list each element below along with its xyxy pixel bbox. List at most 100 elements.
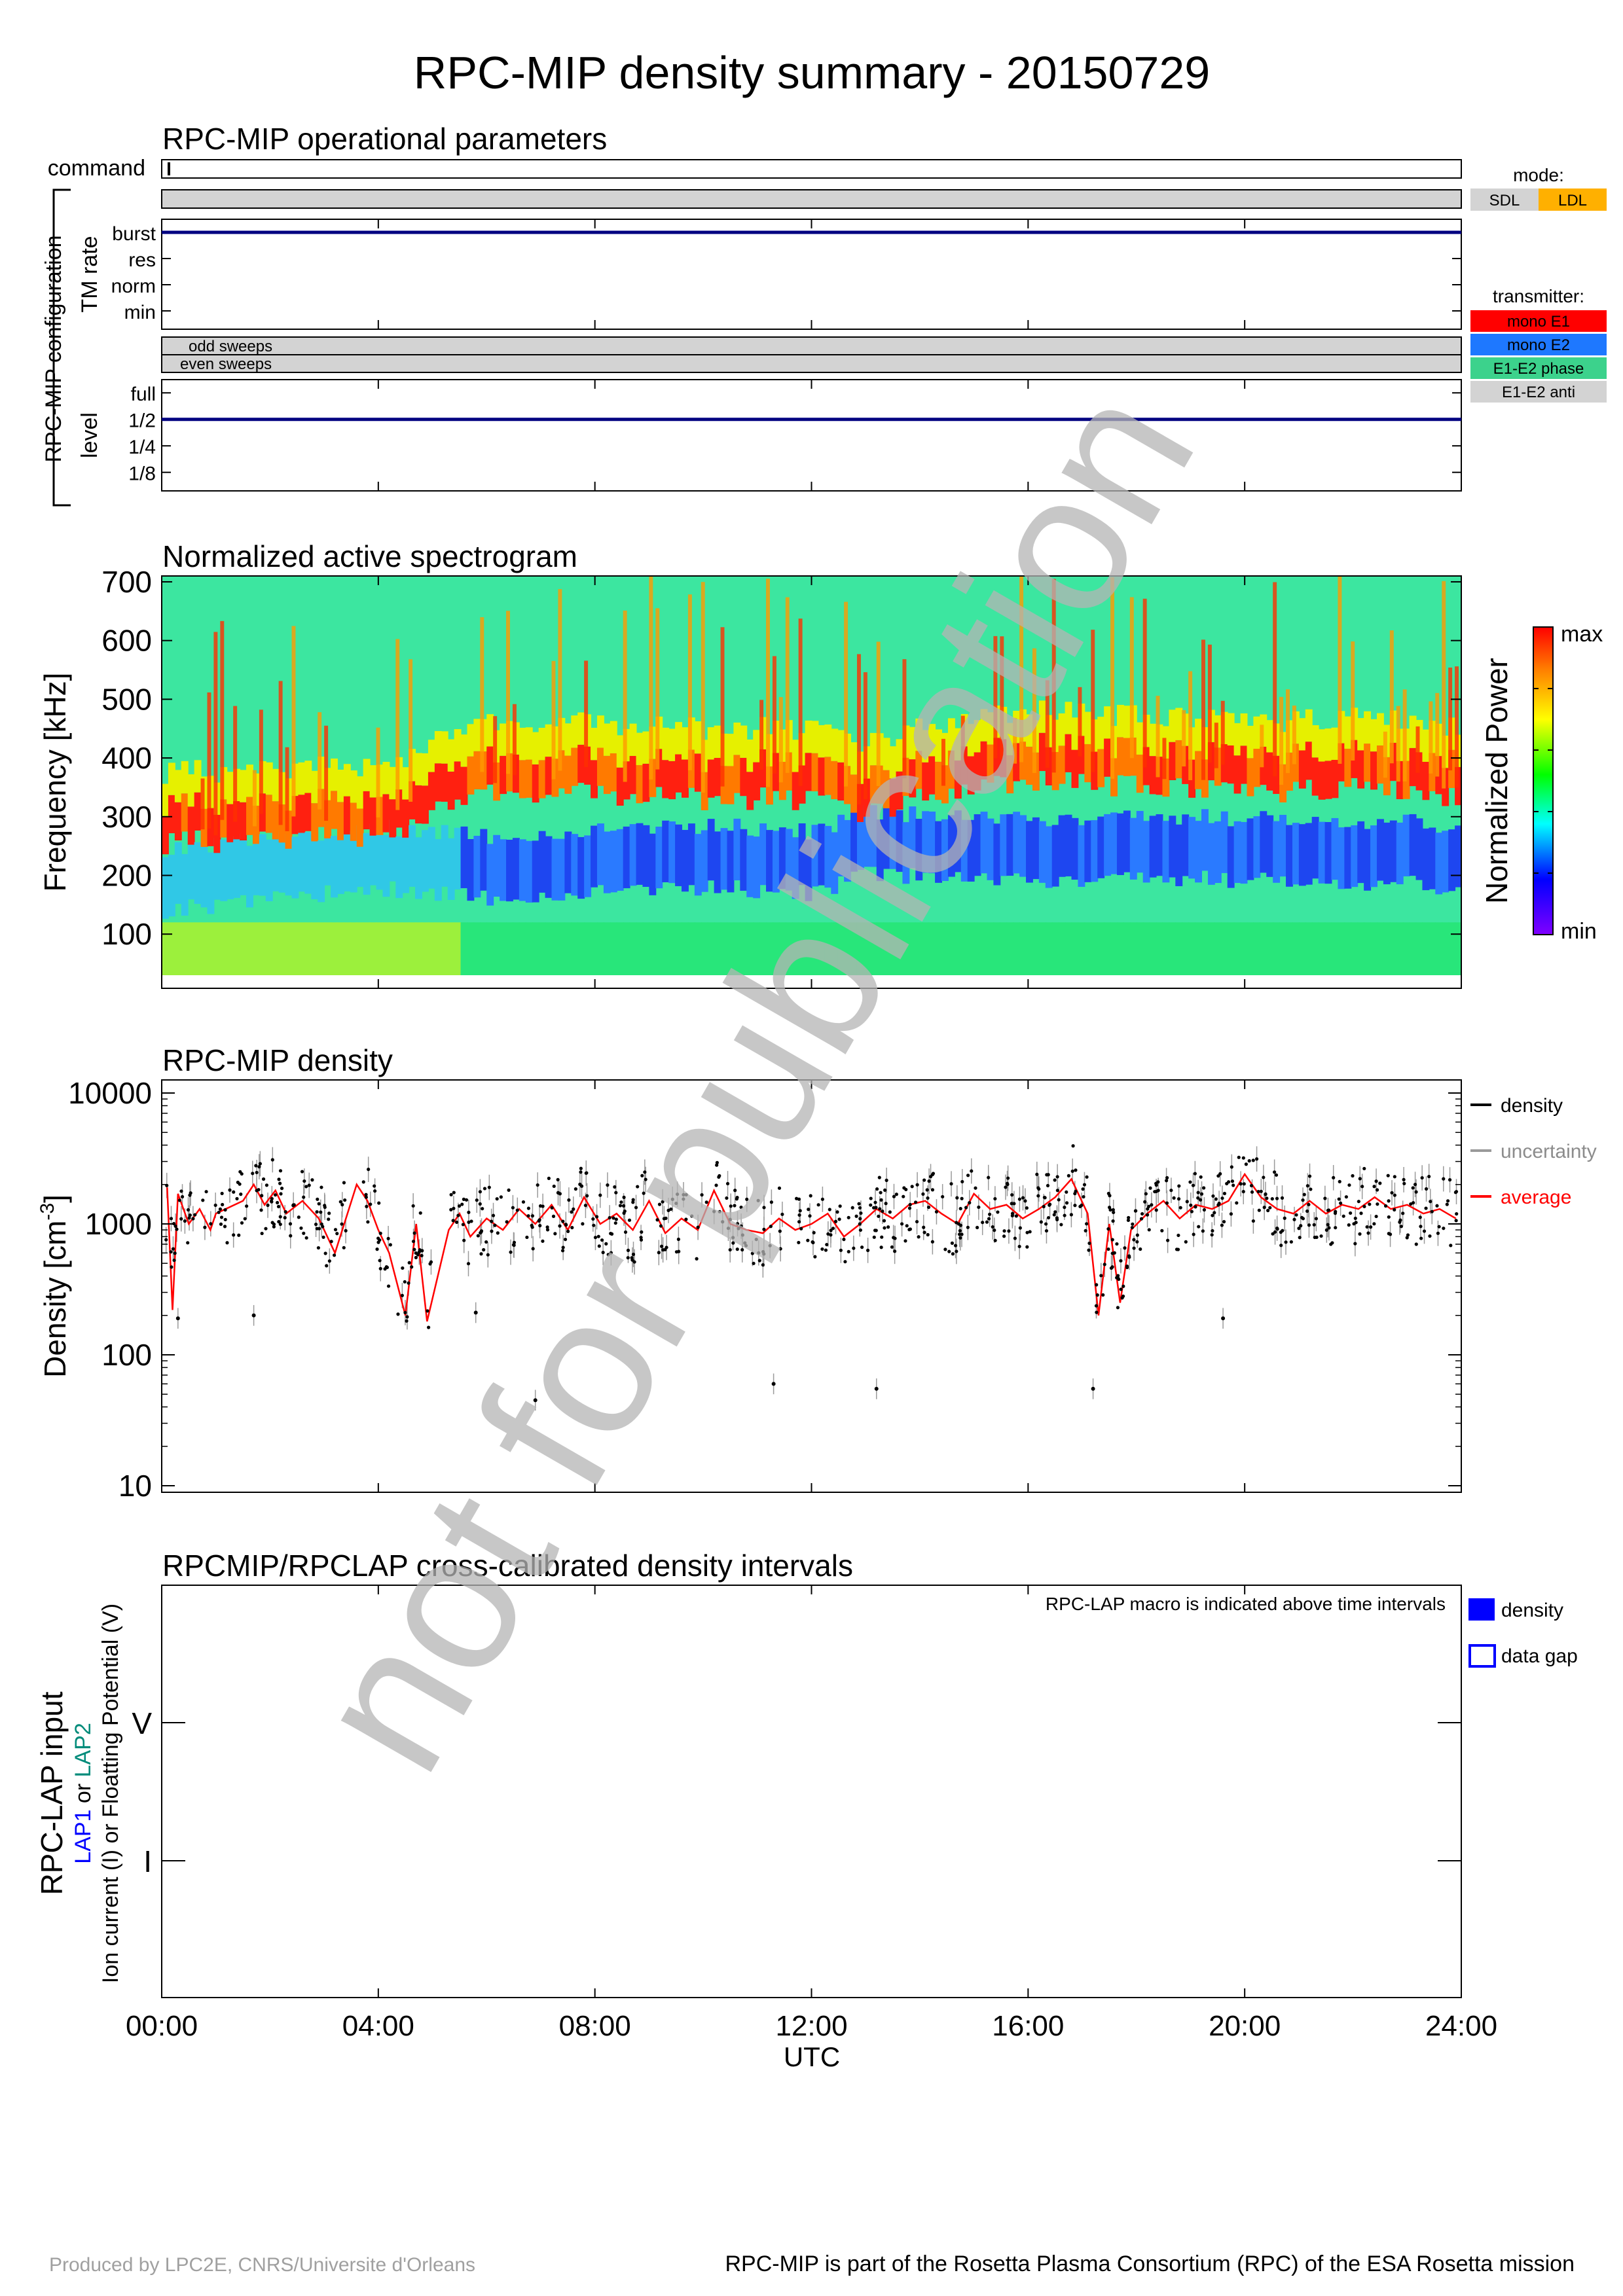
density-point [344,1229,348,1232]
spec-cell [564,922,572,975]
spec-cell [1026,746,1033,785]
spec-cell [915,751,923,789]
spec-streak [207,692,211,829]
utc-tick-label-2: 08:00 [559,2010,631,2042]
density-point [1036,1186,1040,1190]
spec-cell [571,715,579,748]
spec-cell [1266,922,1274,975]
spec-cell [740,757,748,797]
spec-cell [675,722,682,755]
spec-cell [694,721,702,754]
density-point [487,1185,491,1189]
spec-streak [1402,689,1407,781]
spec-cell [701,922,708,975]
spec-cell [298,922,306,975]
density-point [1241,1190,1245,1194]
density-point [1449,1244,1453,1247]
density-ytick-label: 100 [101,1338,152,1372]
density-point [400,1293,404,1297]
spec-cell [1273,821,1281,883]
density-point [1146,1207,1150,1211]
density-outlier-point [1221,1316,1226,1321]
spec-cell [447,739,455,772]
utc-tick-label-4: 16:00 [992,2010,1064,2042]
density-point [1368,1202,1372,1206]
spec-cell [441,763,448,802]
spec-cell [246,797,253,835]
density-point [1035,1172,1039,1176]
density-point [611,1216,615,1220]
spec-cell [883,770,890,808]
spec-cell [616,829,624,891]
density-point [639,1236,643,1240]
density-point [1347,1223,1351,1227]
spec-cell [636,732,644,765]
density-point [690,1214,694,1218]
spec-cell [422,753,429,786]
density-point [1300,1215,1304,1219]
spec-cell [506,922,513,975]
spec-cell [493,922,501,975]
lap-ytick-label: I [143,1844,152,1878]
spec-cell [1233,755,1241,794]
transmitter-swatch-0 [1470,310,1607,332]
density-point [608,1215,611,1220]
density-point [386,1284,391,1288]
density-points [164,1144,1459,1403]
spec-streak [1396,706,1400,782]
density-point [880,1235,884,1239]
density-average-line [166,1172,1457,1322]
spec-cell [1051,922,1059,975]
spec-cell [792,837,799,899]
density-point [1012,1202,1016,1206]
density-point [1095,1293,1099,1297]
spec-cell [649,922,657,975]
colorbar-max-label: max [1561,622,1603,647]
spec-cell [1065,922,1072,975]
spec-cell [1351,922,1359,975]
spec-cell [493,834,501,897]
spec-cell [1182,922,1190,975]
density-point [574,1187,577,1191]
level-label-2: norm [111,276,156,297]
density-point [495,1197,499,1201]
spec-cell [545,922,553,975]
even-sweeps-label: even sweeps [180,355,272,373]
spec-cell [1169,922,1176,975]
spec-cell [1038,700,1046,733]
spec-cell [1324,822,1332,884]
spec-cell [954,810,962,872]
spec-cell [1370,825,1377,888]
density-point [850,1206,854,1210]
spec-cell [883,807,890,869]
spec-cell [1214,922,1222,975]
spec-cell [324,823,332,886]
density-outlier-point [1091,1386,1095,1391]
density-point [329,1240,333,1244]
density-point [879,1246,883,1249]
spec-cell [629,922,637,975]
spec-cell [486,714,494,747]
spec-cell [766,922,773,975]
density-point [1143,1200,1147,1204]
spec-cell [265,795,273,833]
density-point [279,1192,283,1196]
spec-cell [896,771,903,810]
density-point [452,1206,456,1210]
spec-cell [545,724,553,757]
spec-cell [941,819,949,881]
density-point [1002,1229,1006,1233]
density-point [1010,1213,1014,1218]
density-point [361,1180,365,1184]
density-point [407,1281,410,1285]
spec-cell [1298,824,1306,886]
density-point [426,1309,429,1313]
density-point [735,1222,740,1226]
spectrogram-ytick-label: 700 [101,565,152,599]
density-point [456,1213,460,1217]
config-label: RPC-MIP configuration [41,235,66,462]
spec-cell [1071,717,1079,750]
spec-cell [343,829,351,891]
density-point [1108,1194,1112,1198]
density-point [601,1251,605,1255]
